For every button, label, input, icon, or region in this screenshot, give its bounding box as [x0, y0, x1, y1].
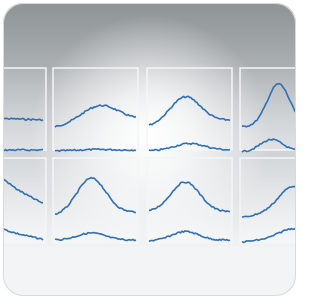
page: (() => { const NS = 'http://www.w3.org/2…	[0, 0, 299, 300]
floor	[0, 246, 299, 300]
plot-panel	[53, 158, 138, 243]
plot-panel	[0, 68, 46, 150]
plot-panel	[240, 68, 299, 150]
plot-panel	[147, 68, 232, 150]
plot-panel	[53, 68, 138, 150]
app-icon	[0, 0, 299, 300]
icon-content	[0, 0, 299, 300]
plot-panel	[147, 158, 232, 243]
